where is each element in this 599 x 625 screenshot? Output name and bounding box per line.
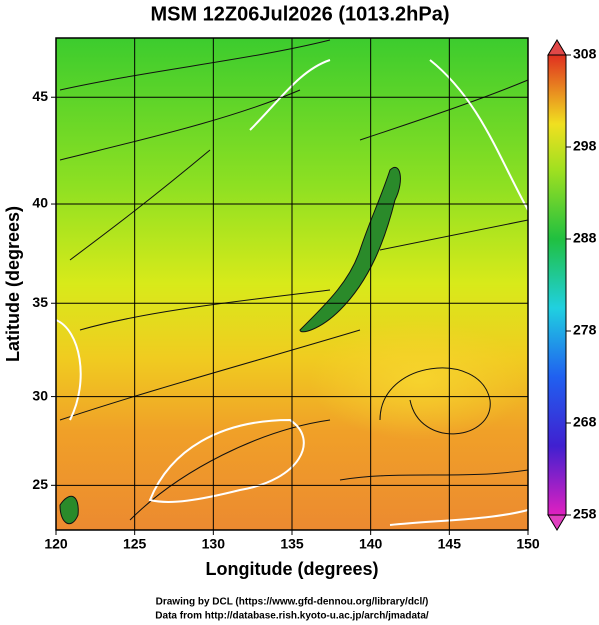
y-tick-label: 25 xyxy=(32,476,48,492)
x-tick-label: 130 xyxy=(202,536,226,552)
colorbar xyxy=(547,54,567,516)
streamline xyxy=(59,329,361,421)
x-tick-label: 120 xyxy=(44,536,68,552)
colorbar-extend-top xyxy=(547,39,567,56)
streamline xyxy=(379,367,491,435)
streamlines xyxy=(59,39,529,521)
contour xyxy=(249,59,331,131)
y-axis-label: Latitude (degrees) xyxy=(3,206,23,362)
x-tick-label: 135 xyxy=(280,536,304,552)
y-tick-label: 45 xyxy=(32,88,48,104)
colorbar-extend-bottom xyxy=(547,514,567,531)
x-tick-label: 140 xyxy=(359,536,383,552)
coastlines xyxy=(59,167,401,525)
x-tick-label: 150 xyxy=(516,536,540,552)
x-tick-label: 145 xyxy=(438,536,462,552)
land xyxy=(299,167,401,333)
streamline xyxy=(79,289,331,331)
contours xyxy=(55,59,529,526)
y-tick-label: 30 xyxy=(32,387,48,403)
colorbar-tick-label: 298 xyxy=(573,138,597,154)
x-tick-label: 125 xyxy=(123,536,147,552)
y-tick-label: 40 xyxy=(32,195,48,211)
colorbar-tick-label: 258 xyxy=(573,506,597,522)
streamline xyxy=(69,149,211,261)
colorbar-tick-label: 268 xyxy=(573,414,597,430)
contour xyxy=(55,319,82,421)
streamline xyxy=(59,89,301,161)
colorbar-tick-label: 308 xyxy=(573,46,597,62)
streamline xyxy=(59,39,331,91)
plot-area xyxy=(55,38,530,530)
colorbar-tick-label: 288 xyxy=(573,230,597,246)
contour xyxy=(148,418,305,503)
footer-line: Data from http://database.rish.kyoto-u.a… xyxy=(155,611,429,622)
streamline xyxy=(379,219,529,251)
contour xyxy=(389,509,529,526)
streamline xyxy=(129,419,331,521)
land xyxy=(59,495,79,525)
title: MSM 12Z06Jul2026 (1013.2hPa) xyxy=(150,3,449,25)
y-tick-label: 35 xyxy=(32,294,48,310)
streamline xyxy=(339,469,529,481)
streamline xyxy=(359,79,529,141)
footer-line: Drawing by DCL (https://www.gfd-dennou.o… xyxy=(156,597,429,608)
contour xyxy=(429,59,529,211)
plot-frame xyxy=(55,37,529,531)
x-axis-label: Longitude (degrees) xyxy=(205,559,378,579)
warm-area xyxy=(310,320,530,440)
colorbar-tick-label: 278 xyxy=(573,322,597,338)
